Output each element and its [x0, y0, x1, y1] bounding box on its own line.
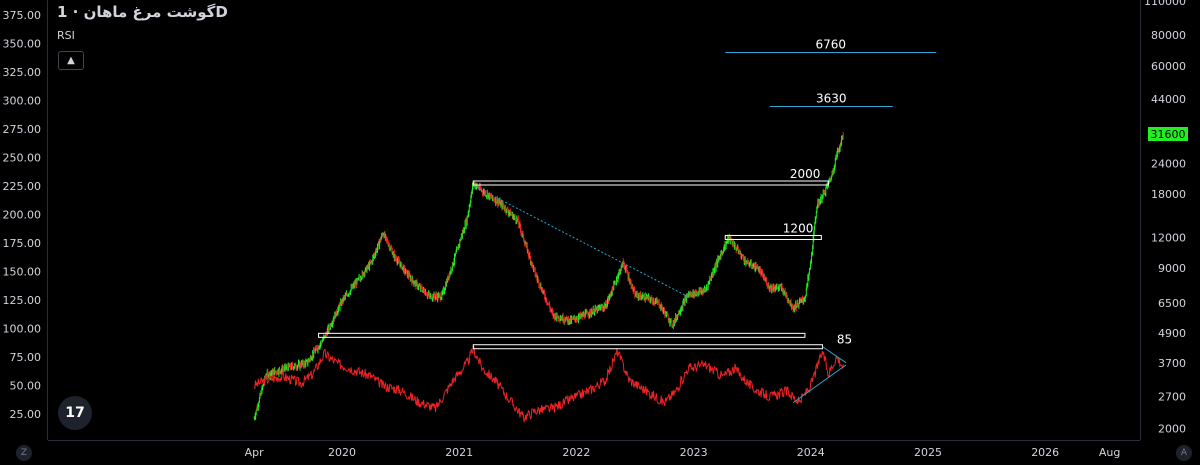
left-axis-tick: 25.00 [10, 408, 42, 421]
resistance-box [472, 180, 829, 186]
left-axis: 375.00 350.00 325.00 300.00 275.00 250.00 225.… [3, 9, 42, 421]
left-axis-tick: 125.00 [3, 294, 42, 307]
rsi-pane [253, 345, 844, 424]
x-axis-tick: 2022 [562, 446, 590, 459]
x-axis-tick: Aug [1099, 446, 1120, 459]
left-axis-tick: 300.00 [3, 95, 42, 108]
left-axis-tick: 225.00 [3, 180, 42, 193]
candles [253, 132, 844, 421]
left-axis-tick: 175.00 [3, 237, 42, 250]
annotations: 6760 3630 2000 1200 85 [318, 37, 937, 404]
left-axis-tick: 275.00 [3, 123, 42, 136]
rsi-lower-trend-line [792, 364, 847, 404]
left-axis-tick: 350.00 [3, 38, 42, 51]
left-axis-tick: 325.00 [3, 66, 42, 79]
resistance-label: 2000 [790, 167, 821, 181]
left-axis-tick: 150.00 [3, 266, 42, 279]
left-axis-tick: 50.00 [10, 380, 42, 393]
x-axis-tick: 2025 [914, 446, 942, 459]
left-axis-tick: 375.00 [3, 9, 42, 22]
price-trend-line [473, 185, 688, 297]
right-axis-tick: 44000 [1151, 93, 1186, 106]
left-axis-tick: 75.00 [10, 351, 42, 364]
target-label: 6760 [815, 37, 846, 51]
collapse-button[interactable]: ▲ [58, 51, 84, 70]
target-label: 3630 [816, 91, 847, 105]
right-axis-tick: 12000 [1151, 231, 1186, 244]
left-axis-tick: 250.00 [3, 152, 42, 165]
right-axis-tick: 6500 [1158, 297, 1186, 310]
left-axis-tick: 200.00 [3, 209, 42, 222]
x-axis: Apr 2020 2021 2022 2023 2024 2025 2026 Aug [245, 446, 1121, 459]
right-axis-tick: 4900 [1158, 327, 1186, 340]
rsi-line [253, 345, 844, 424]
right-axis-tick: 18000 [1151, 188, 1186, 201]
right-axis-tick: 80000 [1151, 29, 1186, 42]
right-axis-tick: 2000 [1158, 423, 1186, 436]
x-axis-tick: 2020 [328, 446, 356, 459]
resistance-box [724, 234, 822, 240]
x-axis-tick: 2023 [680, 446, 708, 459]
x-axis-tick: 2021 [445, 446, 473, 459]
tradingview-logo: 17 [58, 396, 92, 430]
right-axis-tick: 24000 [1151, 158, 1186, 171]
auto-scale-button[interactable]: A [1176, 445, 1192, 461]
indicator-label: RSI [57, 29, 75, 42]
chart-title: گوشت مرغ ماهان · 1D [57, 3, 228, 21]
right-axis-tick: 9000 [1158, 262, 1186, 275]
timezone-button[interactable]: Z [16, 445, 32, 461]
rsi-level-label: 85 [837, 333, 852, 347]
right-axis-tick: 2700 [1158, 391, 1186, 404]
right-axis-tick: 3700 [1158, 357, 1186, 370]
rsi-upper-trend-line [822, 346, 847, 364]
x-axis-tick: 2026 [1031, 446, 1059, 459]
x-axis-tick: 2024 [797, 446, 825, 459]
resistance-label: 1200 [783, 221, 814, 235]
left-axis-tick: 100.00 [3, 323, 42, 336]
chevron-up-icon: ▲ [67, 55, 75, 66]
right-axis-tick: 60000 [1151, 60, 1186, 73]
x-axis-tick: Apr [245, 446, 265, 459]
current-price-tag: 31600 [1148, 127, 1188, 141]
right-axis-tick: 110000 [1144, 0, 1186, 8]
rsi-level-box [318, 332, 806, 338]
